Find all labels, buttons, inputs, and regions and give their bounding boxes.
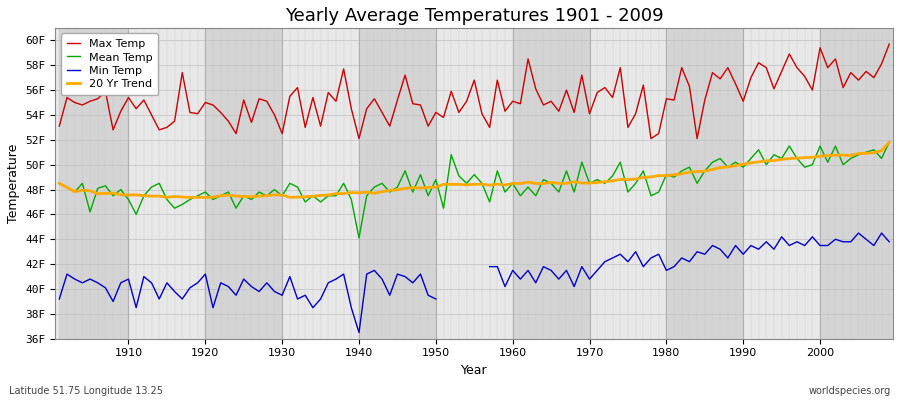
Min Temp [200, 272, 211, 276]
Line: 20 Yr Trend: 20 Yr Trend [59, 142, 889, 197]
Min Temp [369, 268, 380, 273]
Bar [666, 28, 743, 339]
Min Temp [139, 274, 149, 279]
Min Temp [215, 280, 226, 285]
Line: Max Temp: Max Temp [59, 44, 889, 138]
Min Temp [123, 277, 134, 282]
Line: Mean Temp: Mean Temp [59, 142, 889, 238]
Mean Temp [884, 140, 895, 145]
Bar [820, 28, 897, 339]
20 Yr Trend [884, 140, 895, 145]
Min Temp [323, 280, 334, 285]
Min Temp [169, 289, 180, 294]
Min Temp [392, 272, 403, 276]
Min Temp [269, 289, 280, 294]
Bar [359, 28, 436, 339]
Min Temp [330, 277, 341, 282]
Min Temp [246, 284, 256, 289]
Text: Latitude 51.75 Longitude 13.25: Latitude 51.75 Longitude 13.25 [9, 386, 163, 396]
20 Yr Trend [338, 191, 349, 196]
Min Temp [354, 330, 364, 335]
Mean Temp [515, 193, 526, 198]
Min Temp [69, 277, 80, 282]
Text: worldspecies.org: worldspecies.org [809, 386, 891, 396]
Min Temp [384, 293, 395, 298]
Min Temp [261, 280, 272, 285]
Min Temp [423, 293, 434, 298]
Min Temp [130, 305, 141, 310]
Min Temp [77, 280, 88, 285]
Min Temp [108, 299, 119, 304]
Bar [283, 28, 359, 339]
Min Temp [400, 274, 410, 279]
Max Temp [515, 101, 526, 106]
Min Temp [161, 280, 172, 285]
Title: Yearly Average Temperatures 1901 - 2009: Yearly Average Temperatures 1901 - 2009 [285, 7, 663, 25]
Max Temp [330, 99, 341, 104]
20 Yr Trend [515, 181, 526, 186]
Min Temp [377, 277, 388, 282]
Min Temp [61, 272, 72, 276]
Y-axis label: Temperature: Temperature [7, 144, 20, 223]
Min Temp [85, 277, 95, 282]
Min Temp [208, 305, 219, 310]
Mean Temp [508, 181, 518, 186]
Mean Temp [330, 193, 341, 198]
Bar [590, 28, 666, 339]
Min Temp [115, 280, 126, 285]
Bar [513, 28, 590, 339]
Max Temp [608, 95, 618, 100]
Bar [205, 28, 283, 339]
Line: Min Temp: Min Temp [59, 270, 436, 332]
Min Temp [54, 296, 65, 301]
Min Temp [361, 272, 372, 276]
20 Yr Trend [508, 181, 518, 186]
X-axis label: Year: Year [461, 364, 488, 377]
Min Temp [193, 280, 203, 285]
20 Yr Trend [608, 178, 618, 183]
Min Temp [238, 277, 249, 282]
20 Yr Trend [54, 181, 65, 186]
Min Temp [254, 289, 265, 294]
Min Temp [300, 293, 310, 298]
20 Yr Trend [115, 192, 126, 197]
Min Temp [93, 280, 104, 285]
Max Temp [354, 136, 364, 141]
Min Temp [346, 305, 356, 310]
Max Temp [54, 124, 65, 128]
Bar [743, 28, 820, 339]
Min Temp [284, 274, 295, 279]
Min Temp [100, 285, 111, 290]
Max Temp [284, 94, 295, 99]
Mean Temp [608, 174, 618, 178]
Legend: Max Temp, Mean Temp, Min Temp, 20 Yr Trend: Max Temp, Mean Temp, Min Temp, 20 Yr Tre… [61, 34, 158, 95]
Min Temp [230, 293, 241, 298]
Bar [59, 28, 129, 339]
Bar [436, 28, 513, 339]
Max Temp [884, 42, 895, 46]
Min Temp [177, 296, 188, 301]
Mean Temp [354, 236, 364, 240]
Min Temp [308, 305, 319, 310]
Mean Temp [115, 187, 126, 192]
Min Temp [146, 280, 157, 285]
Mean Temp [284, 181, 295, 186]
Min Temp [415, 272, 426, 276]
Min Temp [154, 296, 165, 301]
20 Yr Trend [292, 195, 303, 200]
Min Temp [184, 285, 195, 290]
Bar [129, 28, 205, 339]
Max Temp [115, 109, 126, 114]
20 Yr Trend [184, 195, 195, 200]
Max Temp [508, 99, 518, 104]
Min Temp [338, 272, 349, 276]
Min Temp [223, 284, 234, 289]
Min Temp [408, 280, 418, 285]
Min Temp [292, 296, 303, 301]
Min Temp [277, 293, 288, 298]
Min Temp [430, 296, 441, 301]
Mean Temp [54, 181, 65, 186]
Min Temp [315, 296, 326, 301]
